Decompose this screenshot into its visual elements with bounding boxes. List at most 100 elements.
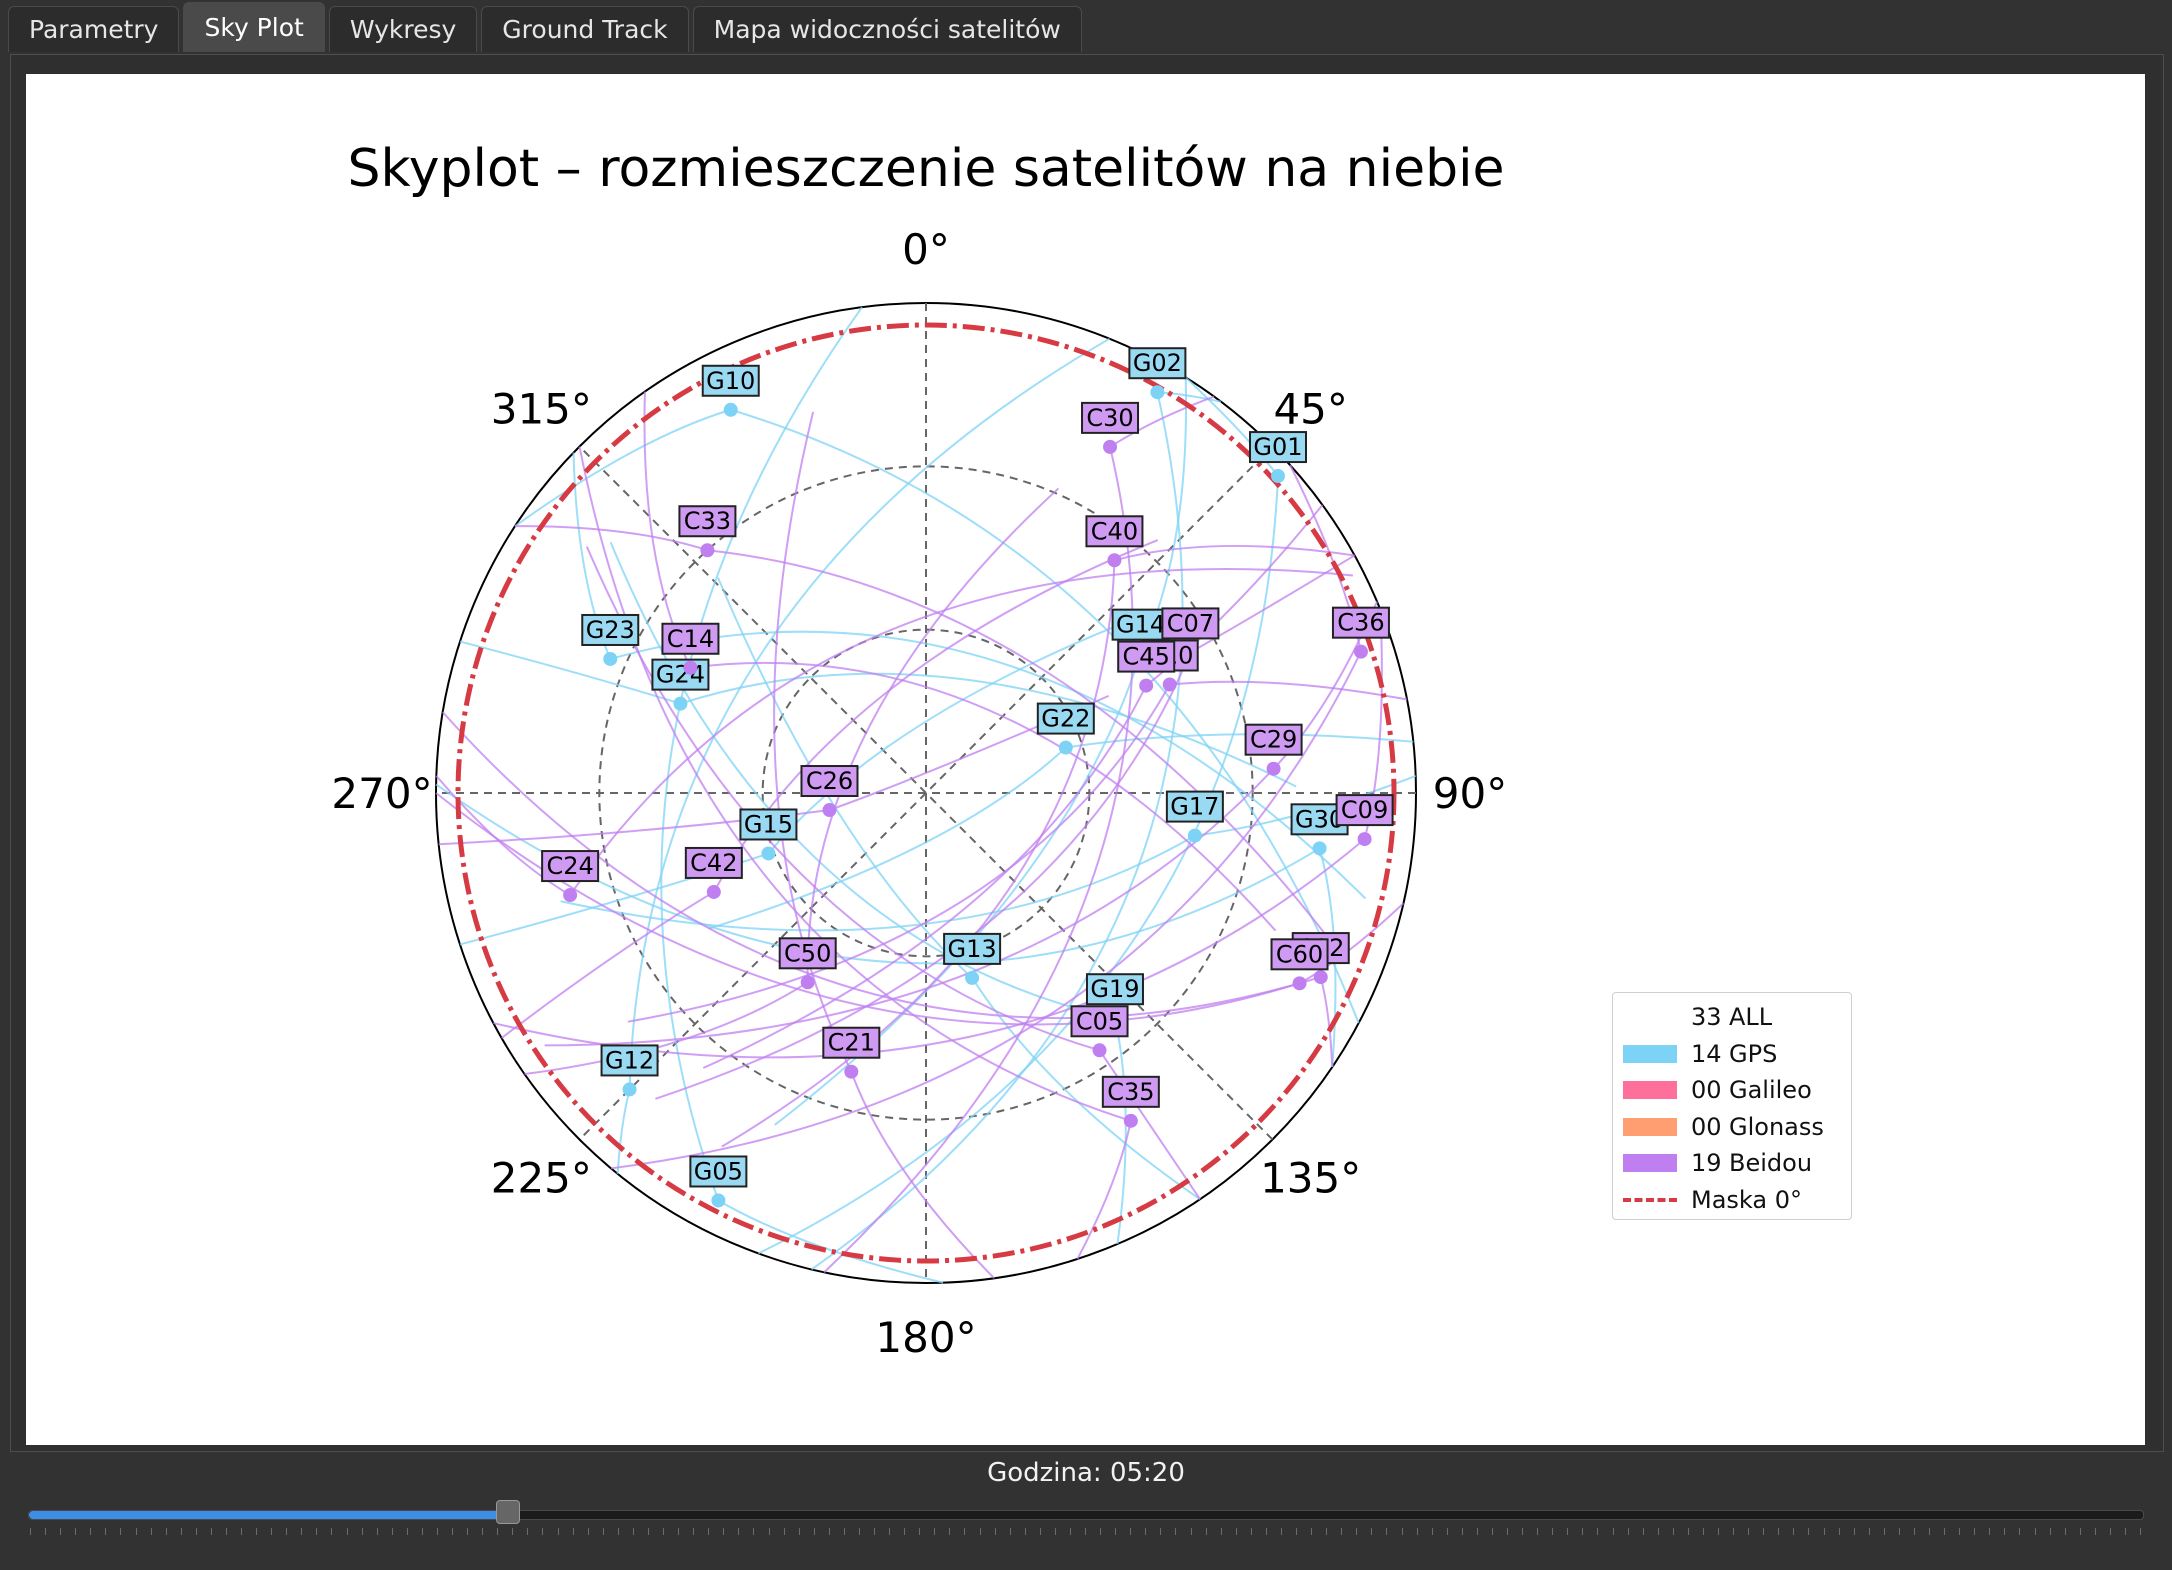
satellite-marker [1312,841,1327,856]
slider-tick [1944,1528,1946,1535]
satellite-marker [723,402,738,417]
slider-tick [1883,1528,1885,1535]
satellite-track [459,615,1141,946]
slider-tick [391,1528,393,1535]
satellite-marker [1103,439,1118,454]
satellite-label: C40 [1091,517,1138,545]
azimuth-tick-label: 90° [1433,769,1507,818]
satellite-track [773,411,995,1279]
satellite-label-box [581,613,640,646]
tab-parametry[interactable]: Parametry [8,6,180,52]
satellite-marker [1187,828,1202,843]
satellite-marker [822,803,837,818]
slider-tick [889,1528,891,1535]
slider-tick [1552,1528,1554,1535]
tab-ground-track[interactable]: Ground Track [481,6,689,52]
satellite-label: G05 [694,1157,743,1185]
satellite-label-box [800,765,859,798]
time-label: Godzina: 05:20 [987,1458,1185,1488]
slider-tick [150,1528,152,1535]
slider-tick [1913,1528,1915,1535]
slider-tick [331,1528,333,1535]
slider-tick [1763,1528,1765,1535]
slider-tick [1627,1528,1629,1535]
slider-tick [1235,1528,1237,1535]
slider-tick [1642,1528,1644,1535]
satellite-label-box [1111,608,1170,641]
satellite-label: C30 [1086,404,1133,432]
slider-tick [919,1528,921,1535]
slider-tick [210,1528,212,1535]
slider-tick [1100,1528,1102,1535]
slider-tick [1507,1528,1508,1535]
slider-tick [1793,1528,1795,1535]
slider-tick [1115,1528,1117,1535]
satellite-marker [1162,677,1177,692]
satellite-label: G13 [948,935,997,963]
slider-tick [1657,1528,1659,1535]
satellite-marker [1123,1113,1138,1128]
slider-tick [301,1528,303,1535]
satellite-marker [1058,740,1073,755]
satellite-label-box [1270,938,1329,971]
slider-tick [542,1528,544,1535]
legend-label: Glonass [1729,1112,1824,1141]
slider-tick [1823,1528,1825,1535]
satellite-track [721,544,1355,1148]
slider-tick [527,1528,529,1535]
slider-tick [964,1528,966,1535]
satellite-marker [622,1082,637,1097]
slider-tick [602,1528,604,1535]
slider-tick [572,1528,574,1535]
satellite-marker [1266,761,1281,776]
legend-label: Beidou [1729,1149,1813,1178]
slider-handle[interactable] [495,1500,520,1524]
slider-tick [497,1528,499,1535]
azimuth-tick-label: 45° [1273,384,1347,433]
slider-tick [813,1528,815,1535]
satellite-track [578,446,1132,1260]
tab-mapa-widocznosci[interactable]: Mapa widoczności satelitów [692,6,1082,52]
slider-tick [60,1528,62,1535]
time-slider[interactable] [28,1510,2144,1520]
slider-tick [693,1528,695,1535]
slider-tick [286,1528,288,1535]
slider-tick [1130,1528,1132,1535]
slider-tick [1250,1528,1252,1535]
slider-tick [994,1528,996,1535]
slider-tick [1974,1528,1976,1535]
slider-tick [1597,1528,1599,1535]
slider-tick [436,1528,438,1535]
satellite-marker [965,970,980,985]
mask-circle [455,322,1397,1264]
slider-tick [708,1528,710,1535]
tab-sky-plot[interactable]: Sky Plot [183,2,325,52]
slider-tick [1341,1528,1343,1535]
slider-tick [874,1528,875,1535]
satellite-track [544,601,1378,1047]
slider-tick [934,1528,936,1535]
slider-tick [1205,1528,1207,1535]
slider-tick [1853,1528,1855,1535]
slider-tick [1748,1528,1750,1535]
slider-tick [783,1528,785,1535]
slider-tick [1838,1528,1840,1535]
satellite-track [616,337,1111,1174]
satellite-label: C35 [1107,1078,1154,1106]
slider-tick [1085,1528,1086,1535]
tab-wykresy[interactable]: Wykresy [328,6,478,52]
slider-tick [1446,1528,1448,1535]
slider-tick [2109,1528,2111,1535]
satellite-track [514,408,1360,1024]
legend-label: ALL [1729,1003,1773,1032]
slider-fill [29,1511,509,1519]
slider-tick [1929,1528,1930,1535]
satellite-label-box [541,850,600,883]
slider-ticks [30,1528,2141,1536]
slider-tick [828,1528,830,1535]
satellite-marker [603,651,618,666]
slider-tick [1522,1528,1524,1535]
satellite-track [493,609,1383,1059]
legend-label: Maska 0° [1691,1185,1802,1214]
satellite-label-box [1085,515,1144,548]
